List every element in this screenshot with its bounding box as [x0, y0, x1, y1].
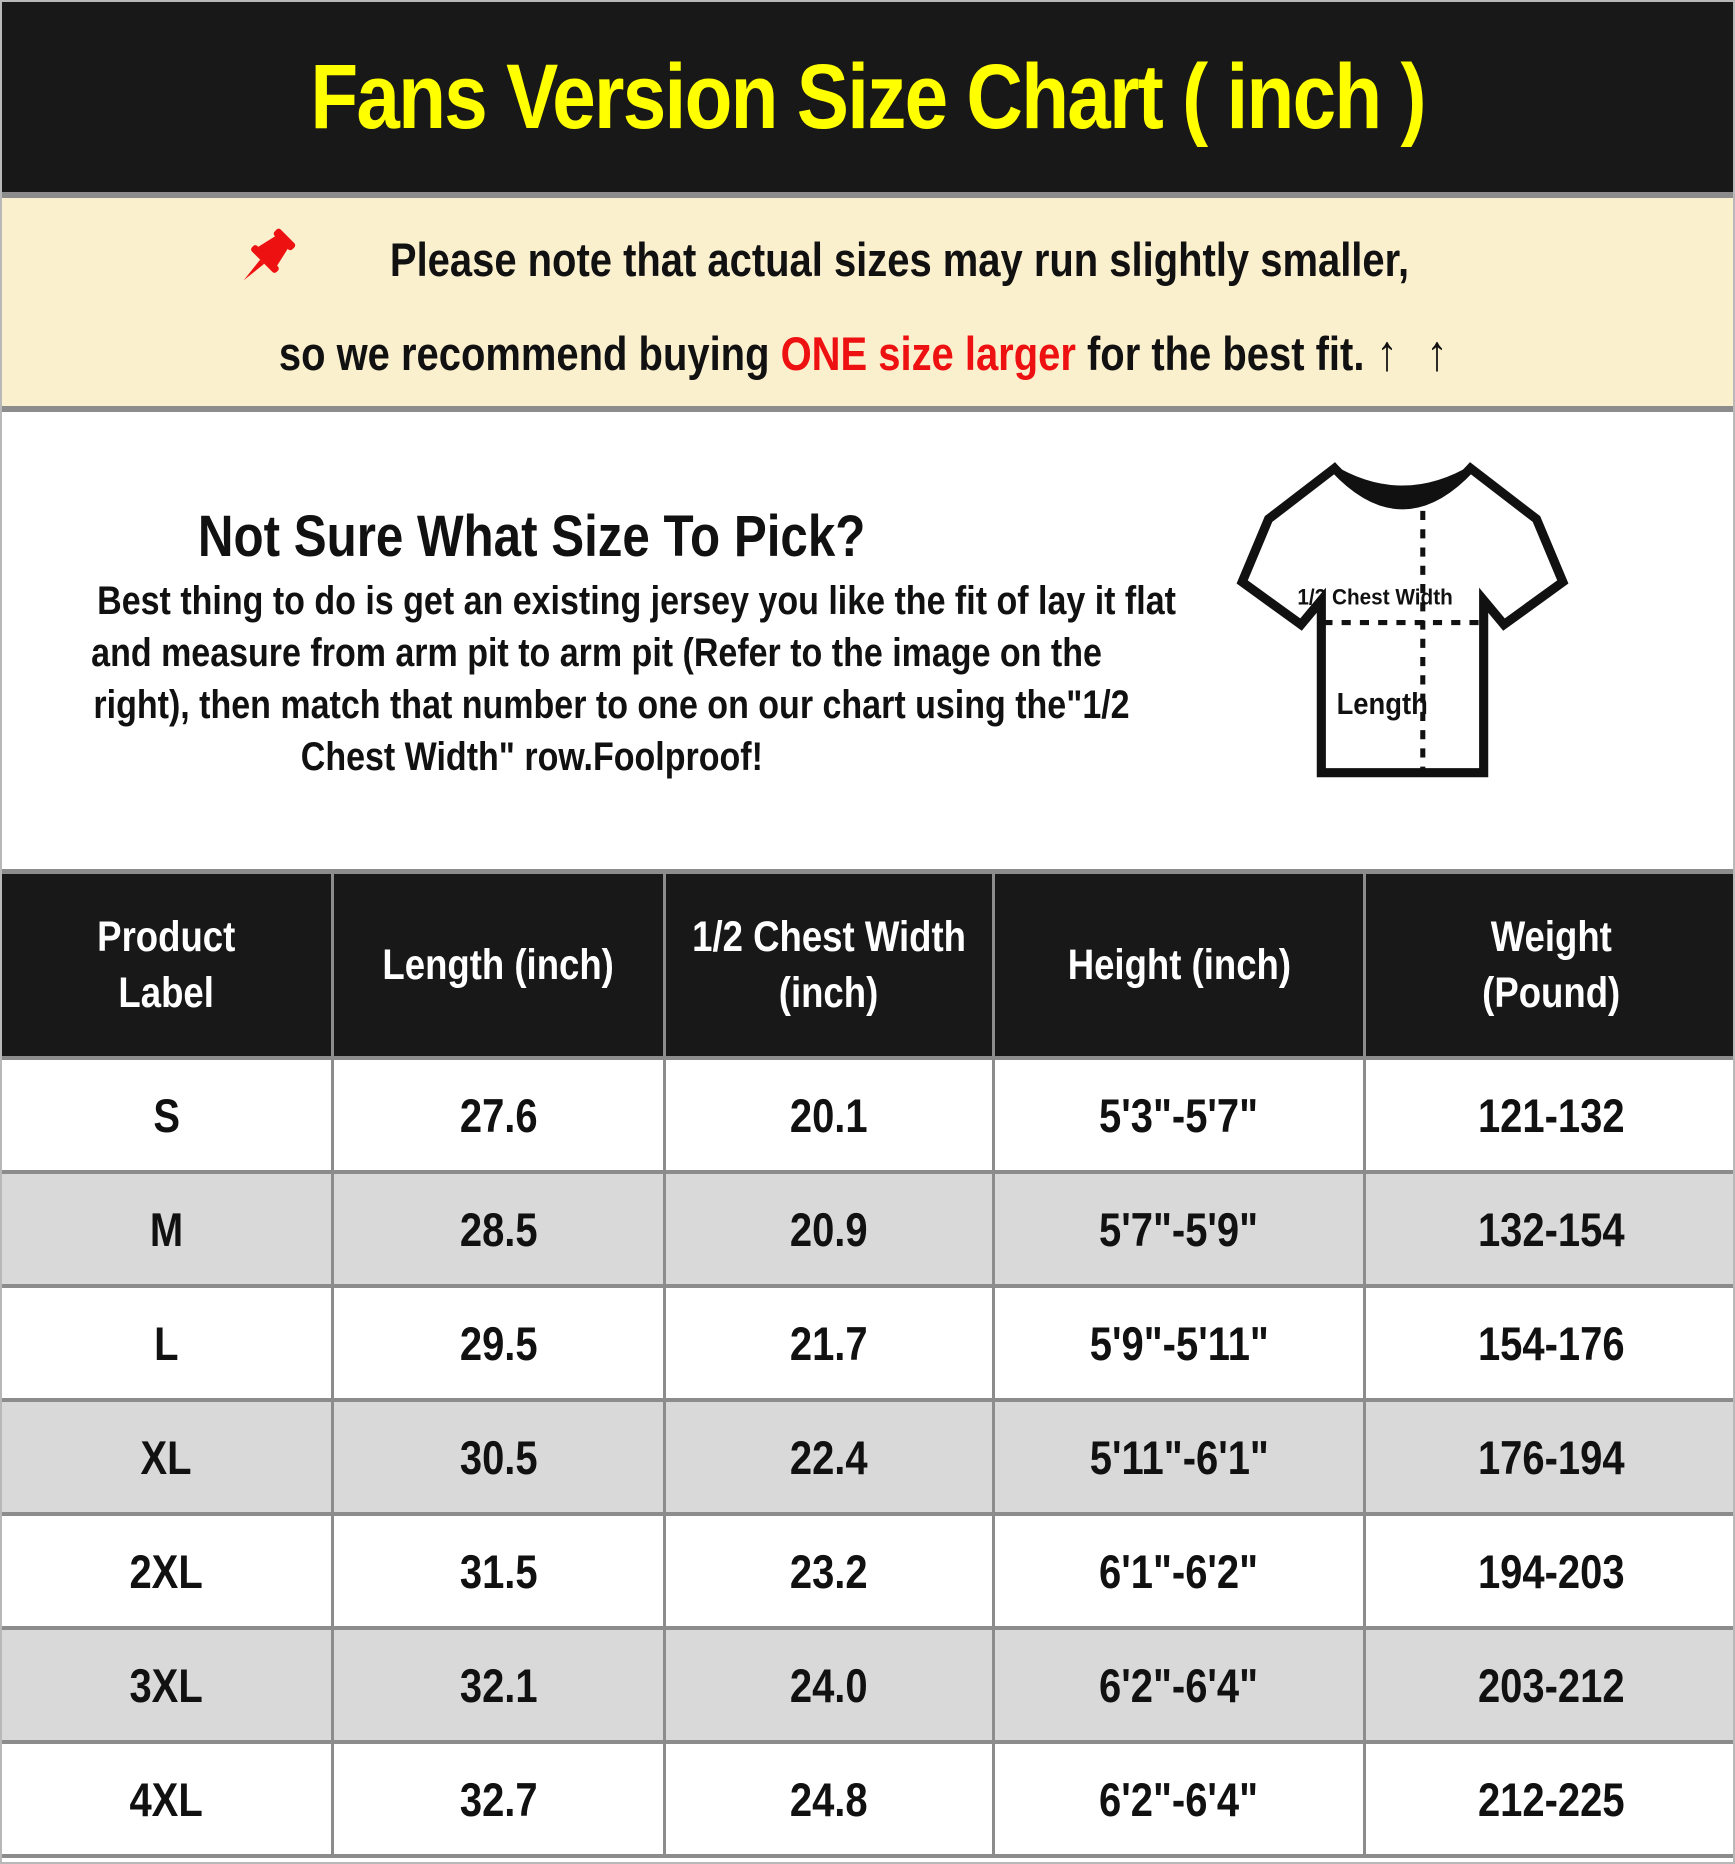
- cell-chest: 24.0: [666, 1630, 995, 1740]
- cell-length: 28.5: [334, 1174, 666, 1284]
- header-height: Height (inch): [995, 874, 1366, 1056]
- cell-length: 32.7: [334, 1744, 666, 1854]
- cell-height: 5'9"-5'11": [995, 1288, 1366, 1398]
- header-product-label: Product Label: [2, 874, 334, 1056]
- cell-length: 27.6: [334, 1060, 666, 1170]
- divider: [2, 192, 1733, 198]
- chest-width-label: 1/2 Chest Width: [1297, 584, 1452, 610]
- cell-chest: 20.1: [666, 1060, 995, 1170]
- cell-product-label: XL: [2, 1402, 334, 1512]
- table-row-4xl: 4XL 32.7 24.8 6'2"-6'4" 212-225: [2, 1744, 1733, 1858]
- pushpin-svg: [243, 228, 296, 280]
- note-line-2: so we recommend buying ONE size larger f…: [175, 324, 1560, 381]
- cell-height: 6'2"-6'4": [995, 1630, 1366, 1740]
- length-label: Length: [1337, 688, 1428, 722]
- note-text-2b: for the best fit.: [1075, 326, 1365, 380]
- cell-chest: 21.7: [666, 1288, 995, 1398]
- table-row-3xl: 3XL 32.1 24.0 6'2"-6'4" 203-212: [2, 1630, 1733, 1744]
- howto-section: Not Sure What Size To Pick? Best thing t…: [2, 412, 1733, 869]
- cell-chest: 22.4: [666, 1402, 995, 1512]
- tshirt-svg: 1/2 Chest Width Length: [1236, 462, 1569, 778]
- cell-weight: 203-212: [1478, 1658, 1625, 1712]
- header-chest-width: 1/2 Chest Width (inch): [666, 874, 995, 1056]
- cell-height: 5'3"-5'7": [995, 1060, 1366, 1170]
- cell-weight: 176-194: [1478, 1430, 1625, 1484]
- cell-height: 6'2"-6'4": [995, 1744, 1366, 1854]
- howto-body: Best thing to do is get an existing jers…: [2, 575, 1176, 783]
- cell-product-label: S: [2, 1060, 334, 1170]
- howto-text-block: Not Sure What Size To Pick? Best thing t…: [2, 412, 1176, 783]
- cell-chest: 24.8: [666, 1744, 995, 1854]
- note-text-2a: so we recommend buying: [278, 326, 781, 380]
- cell-chest: 23.2: [666, 1516, 995, 1626]
- cell-weight: 154-176: [1478, 1316, 1625, 1370]
- table-row-2xl: 2XL 31.5 23.2 6'1"-6'2" 194-203: [2, 1516, 1733, 1630]
- cell-weight: 121-132: [1478, 1088, 1625, 1142]
- cell-height: 6'1"-6'2": [995, 1516, 1366, 1626]
- cell-weight: 194-203: [1478, 1544, 1625, 1598]
- cell-weight: 132-154: [1478, 1202, 1625, 1256]
- note-text-1: Please note that actual sizes may run sl…: [389, 232, 1410, 286]
- cell-product-label: L: [2, 1288, 334, 1398]
- table-row-xl: XL 30.5 22.4 5'11"-6'1" 176-194: [2, 1402, 1733, 1516]
- cell-chest: 20.9: [666, 1174, 995, 1284]
- tshirt-diagram: 1/2 Chest Width Length: [1230, 452, 1575, 787]
- cell-product-label: 2XL: [2, 1516, 334, 1626]
- header-weight: Weight (Pound): [1482, 913, 1621, 1017]
- table-header-row: Product Label Length (inch) 1/2 Chest Wi…: [2, 874, 1733, 1060]
- table-row-l: L 29.5 21.7 5'9"-5'11" 154-176: [2, 1288, 1733, 1402]
- note-banner: Please note that actual sizes may run sl…: [2, 198, 1733, 406]
- table-row-s: S 27.6 20.1 5'3"-5'7" 121-132: [2, 1060, 1733, 1174]
- note-line-1: Please note that actual sizes may run sl…: [236, 224, 1499, 296]
- cell-product-label: 4XL: [2, 1744, 334, 1854]
- tshirt-collar: [1332, 464, 1473, 506]
- title-bar: Fans Version Size Chart ( inch ): [2, 2, 1733, 192]
- cell-length: 31.5: [334, 1516, 666, 1626]
- pushpin-icon: [236, 224, 298, 296]
- cell-length: 30.5: [334, 1402, 666, 1512]
- howto-heading: Not Sure What Size To Pick?: [198, 504, 866, 569]
- cell-length: 32.1: [334, 1630, 666, 1740]
- howto-body-line: Chest Width" row.Foolproof!: [300, 735, 764, 779]
- cell-weight: 212-225: [1478, 1772, 1625, 1826]
- cell-height: 5'7"-5'9": [995, 1174, 1366, 1284]
- howto-body-line: Best thing to do is get an existing jers…: [97, 579, 1176, 623]
- header-length: Length (inch): [334, 874, 666, 1056]
- howto-body-line: right), then match that number to one on…: [93, 683, 1130, 727]
- howto-body-line: and measure from arm pit to arm pit (Ref…: [91, 631, 1102, 675]
- size-table: Product Label Length (inch) 1/2 Chest Wi…: [2, 869, 1733, 1858]
- cell-product-label: 3XL: [2, 1630, 334, 1740]
- cell-product-label: M: [2, 1174, 334, 1284]
- table-row-m: M 28.5 20.9 5'7"-5'9" 132-154: [2, 1174, 1733, 1288]
- cell-height: 5'11"-6'1": [995, 1402, 1366, 1512]
- note-highlight: ONE size larger: [780, 326, 1076, 380]
- up-arrows-icon: ↑ ↑: [1376, 324, 1457, 381]
- divider: [2, 406, 1733, 412]
- page-title: Fans Version Size Chart ( inch ): [310, 45, 1426, 148]
- cell-length: 29.5: [334, 1288, 666, 1398]
